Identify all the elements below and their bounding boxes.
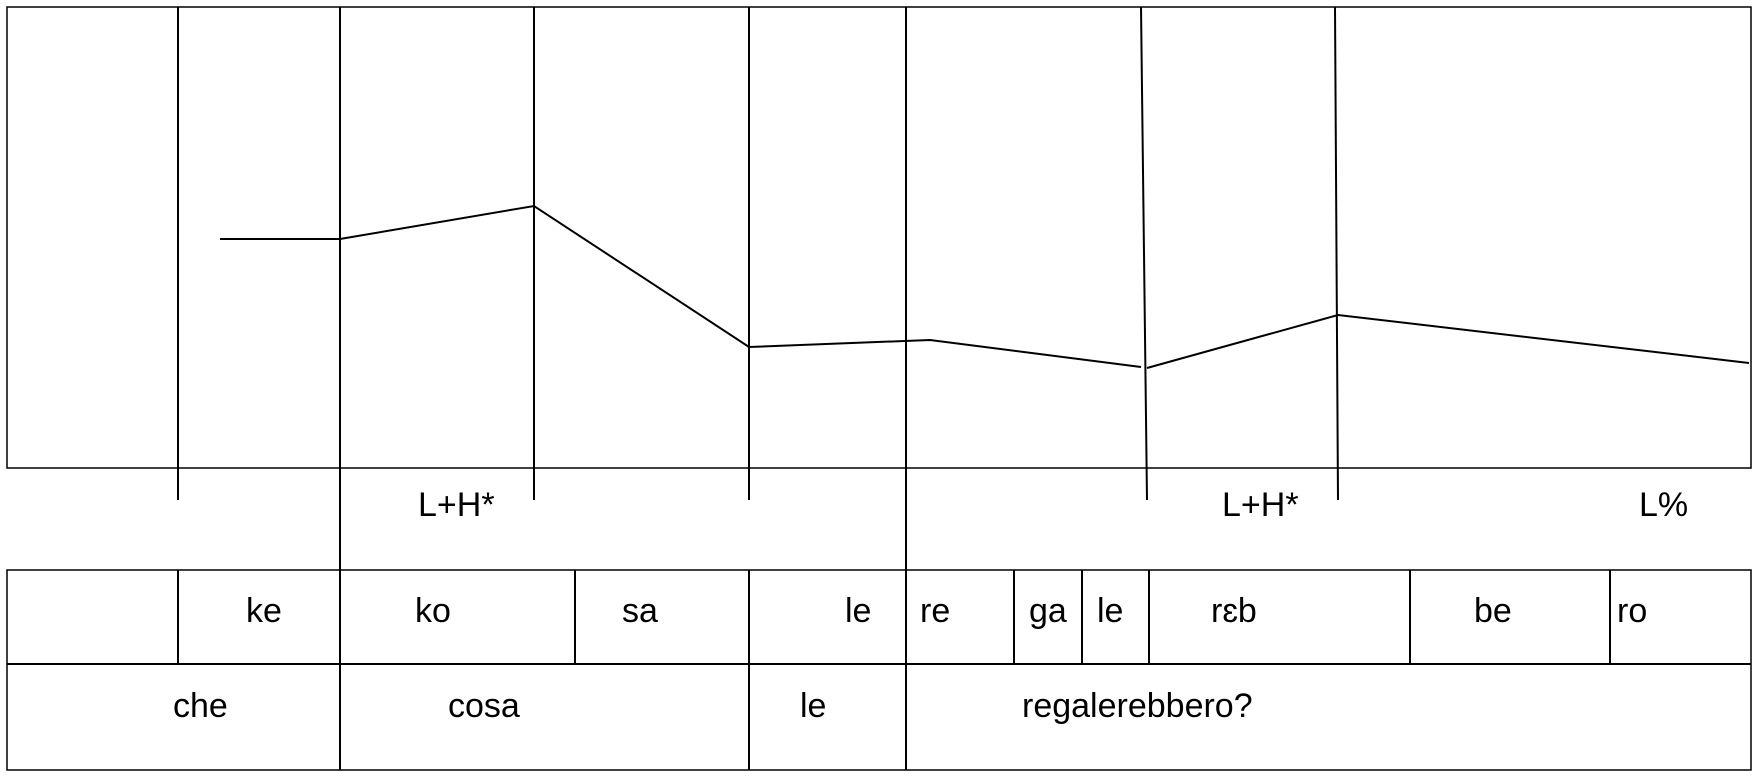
syllable: ro (1617, 592, 1647, 630)
syllable: le (1097, 592, 1123, 630)
pitch-panel (6, 6, 1752, 469)
syllable: le (845, 592, 871, 630)
transcription-tiers (6, 569, 1752, 771)
word: che (173, 687, 228, 725)
pitch-contour (220, 204, 1142, 368)
syllable: be (1474, 592, 1512, 630)
syllable: rɛb (1211, 592, 1257, 630)
tone-label: L+H* (418, 486, 495, 524)
syllable: ke (246, 592, 282, 630)
syllable: ko (415, 592, 451, 630)
syllable: re (920, 592, 950, 630)
syllable: ga (1029, 592, 1067, 630)
tone-label: L% (1639, 486, 1688, 524)
word: regalerebbero? (1022, 687, 1253, 725)
word: cosa (448, 687, 520, 725)
tone-label: L+H* (1222, 486, 1299, 524)
word: le (800, 687, 826, 725)
boundary-line (1140, 6, 1148, 501)
boundary-line (1334, 6, 1339, 501)
syllable: sa (622, 592, 658, 630)
pitch-contour-final (1146, 313, 1750, 369)
